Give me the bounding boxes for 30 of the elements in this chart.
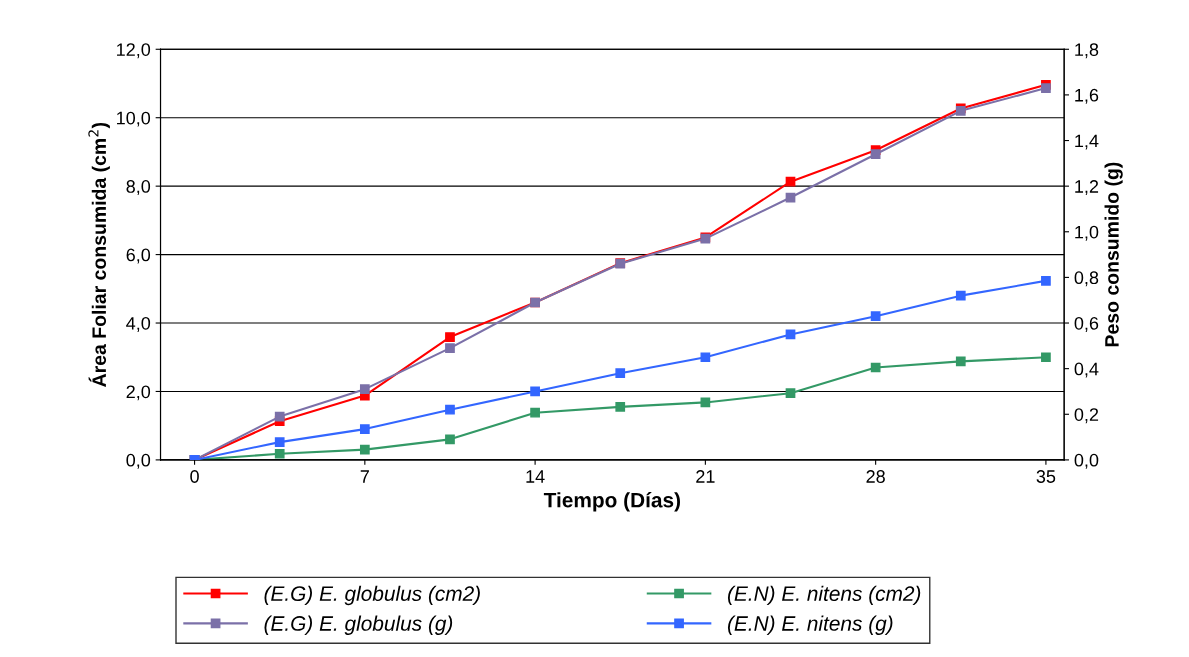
y2-tick-label: 1,4 bbox=[1075, 134, 1099, 150]
y2-tick-label: 0,6 bbox=[1074, 316, 1099, 332]
y2-tick-label: 0,8 bbox=[1074, 271, 1099, 287]
y-tick-label: 4,0 bbox=[126, 316, 151, 332]
x-axis-title: Tiempo (Días) bbox=[543, 492, 680, 512]
y-tick-label: 6,0 bbox=[126, 248, 151, 264]
y-tick-label: 12,0 bbox=[117, 43, 151, 59]
legend-label: (E.N) E. nitens (cm2) bbox=[727, 585, 921, 606]
y-tick-label: 0,0 bbox=[126, 453, 151, 469]
y-axis-title: Área Foliar consumida (cm$^{2}$) bbox=[88, 122, 110, 387]
y-tick-label: 2,0 bbox=[126, 385, 151, 401]
x-tick-label: 21 bbox=[696, 470, 715, 483]
y2-axis-title: Peso consumido (g) bbox=[1104, 162, 1123, 347]
y-tick-label: 8,0 bbox=[126, 180, 151, 195]
y2-tick-label: 1,6 bbox=[1075, 88, 1099, 104]
y2-tick-label: 0,0 bbox=[1074, 453, 1099, 469]
legend-label: (E.G) E. globulus (g) bbox=[264, 615, 453, 635]
y2-tick-label: 1,2 bbox=[1075, 180, 1099, 195]
x-tick-label: 35 bbox=[1036, 470, 1056, 483]
y2-tick-label: 1,0 bbox=[1075, 225, 1099, 241]
legend-label: (E.G) E. globulus (cm2) bbox=[264, 585, 480, 606]
legend-label: (E.N) E. nitens (g) bbox=[727, 615, 893, 635]
x-tick-label: 14 bbox=[526, 470, 545, 483]
y-tick-label: 10,0 bbox=[117, 111, 151, 127]
x-tick-label: 28 bbox=[866, 470, 885, 483]
y2-tick-label: 1,8 bbox=[1075, 43, 1099, 59]
y2-tick-label: 0,4 bbox=[1074, 362, 1099, 378]
y2-tick-label: 0,2 bbox=[1074, 408, 1099, 424]
x-tick-label: 0 bbox=[190, 470, 199, 483]
x-tick-label: 7 bbox=[360, 470, 369, 483]
